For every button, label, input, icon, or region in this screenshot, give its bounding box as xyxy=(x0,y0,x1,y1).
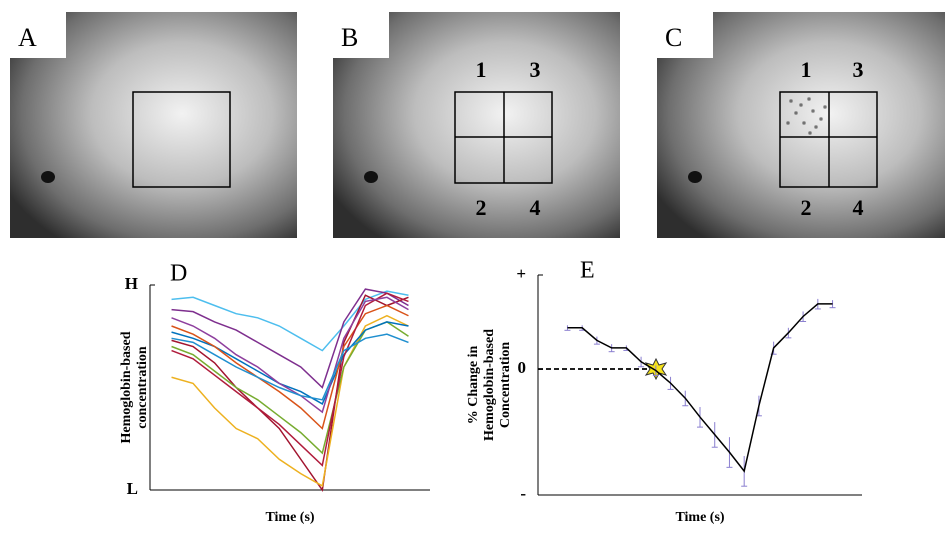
photo-c: C 1 2 3 4 xyxy=(657,12,945,238)
y-axis-label: Concentration xyxy=(498,342,513,429)
data-line xyxy=(171,333,409,401)
panel-label: E xyxy=(580,258,595,284)
y-axis-label: Hemoglobin-based xyxy=(119,331,134,443)
region-label: 3 xyxy=(853,57,864,82)
y-axis-label: Hemoglobin-based xyxy=(482,329,497,441)
data-line xyxy=(171,292,409,467)
y-tick-label: H xyxy=(125,274,138,293)
x-axis-label: Time (s) xyxy=(265,510,314,525)
region-label: 2 xyxy=(801,195,812,220)
y-axis-label: concentration xyxy=(135,346,150,429)
panel-label: D xyxy=(170,261,187,287)
y-tick-label: L xyxy=(127,479,138,498)
data-line xyxy=(171,290,409,352)
region-label: 1 xyxy=(476,57,487,82)
y-tick-label: 0 xyxy=(518,358,527,377)
y-axis-label: % Change in xyxy=(466,346,481,425)
region-label: 4 xyxy=(530,195,541,220)
data-line xyxy=(171,294,409,492)
data-line xyxy=(171,296,409,414)
data-line xyxy=(171,314,409,488)
x-axis-label: Time (s) xyxy=(675,510,724,525)
panel-label: C xyxy=(665,23,682,52)
y-tick-label: - xyxy=(520,484,526,503)
y-tick-label: + xyxy=(516,264,526,283)
region-label: 3 xyxy=(530,57,541,82)
panel-label: B xyxy=(341,23,358,52)
photo-b: B 1 2 3 4 xyxy=(333,12,620,238)
data-line xyxy=(567,303,833,473)
region-label: 1 xyxy=(801,57,812,82)
data-line xyxy=(171,288,409,389)
region-label: 2 xyxy=(476,195,487,220)
panel-label: A xyxy=(18,23,37,52)
region-label: 4 xyxy=(853,195,864,220)
photo-a: A xyxy=(10,12,297,238)
data-line xyxy=(171,304,409,430)
